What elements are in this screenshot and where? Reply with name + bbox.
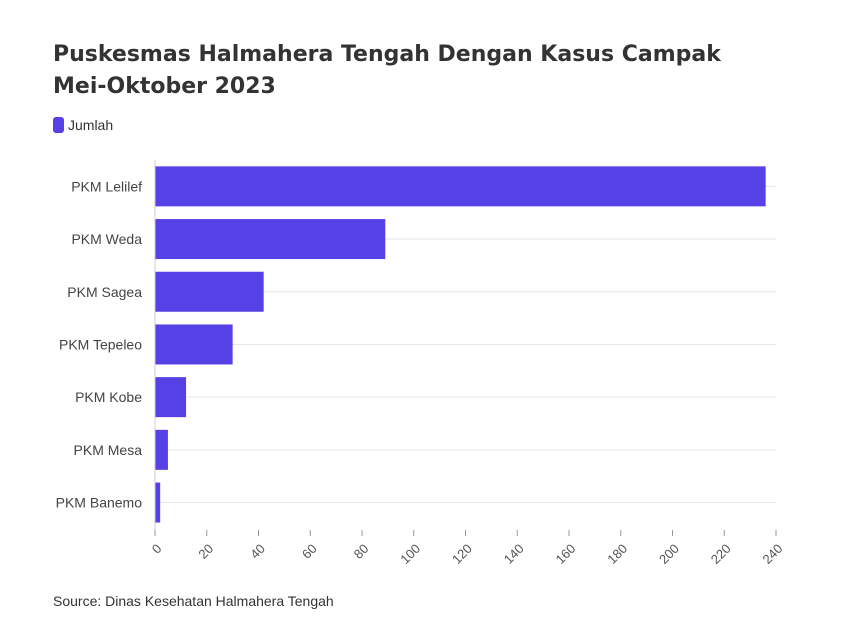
bar	[155, 429, 168, 470]
x-tick-label: 180	[604, 541, 630, 567]
category-label: PKM Kobe	[75, 389, 142, 405]
x-tick-label: 100	[397, 541, 423, 567]
x-tick-label: 0	[149, 541, 165, 557]
x-tick-label: 60	[299, 541, 320, 562]
bar	[155, 271, 264, 312]
bar	[155, 377, 187, 418]
bar	[155, 324, 233, 365]
x-tick-label: 240	[760, 541, 786, 567]
bar	[155, 166, 766, 207]
x-tick-label: 200	[656, 541, 682, 567]
x-tick-label: 80	[351, 541, 372, 562]
category-label: PKM Mesa	[74, 442, 143, 458]
source-note: Source: Dinas Kesehatan Halmahera Tengah	[53, 593, 334, 609]
x-tick-label: 20	[195, 541, 216, 562]
category-label: PKM Sagea	[67, 284, 142, 300]
x-tick-label: 220	[708, 541, 734, 567]
x-tick-label: 40	[247, 541, 268, 562]
category-label: PKM Banemo	[56, 495, 143, 511]
legend-label: Jumlah	[68, 117, 114, 133]
x-tick-label: 160	[553, 541, 579, 567]
chart-title: Puskesmas Halmahera Tengah Dengan Kasus …	[53, 42, 721, 99]
legend-swatch	[53, 117, 64, 133]
bar	[155, 482, 161, 523]
x-tick-label: 140	[501, 541, 527, 567]
category-label: PKM Lelilef	[71, 178, 142, 194]
category-label: PKM Weda	[71, 231, 142, 247]
x-tick-label: 120	[449, 541, 475, 567]
category-label: PKM Tepeleo	[59, 336, 142, 352]
bar	[155, 219, 386, 260]
legend: Jumlah	[53, 117, 113, 133]
